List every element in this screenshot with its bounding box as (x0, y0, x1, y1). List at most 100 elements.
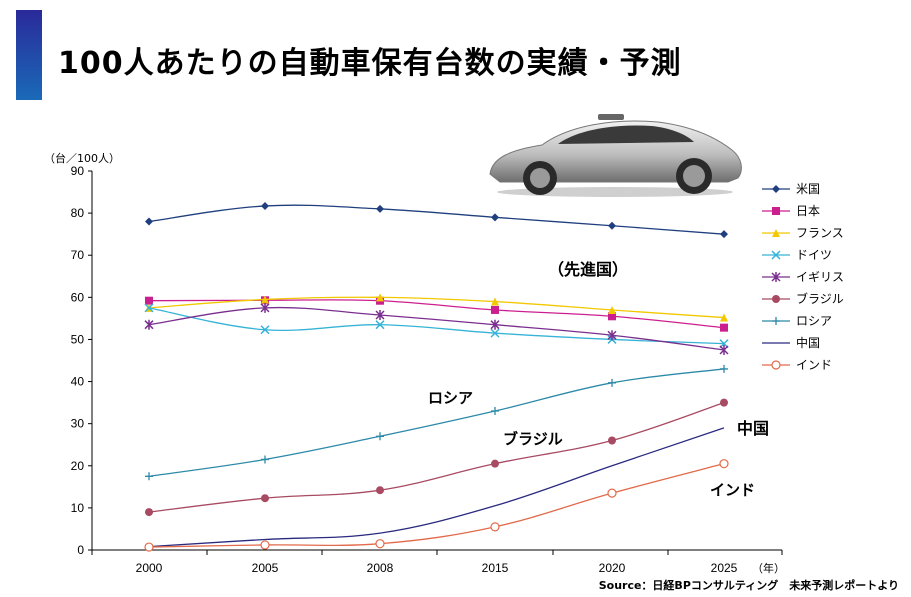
series-2 (145, 293, 728, 322)
series-6 (145, 364, 728, 481)
series-line (148, 463, 725, 548)
series-line (148, 306, 725, 351)
legend-marker (771, 272, 781, 282)
legend-label: ブラジル (796, 291, 844, 306)
legend-label: 日本 (796, 204, 820, 218)
legend-marker (771, 360, 781, 370)
data-point (261, 455, 269, 464)
data-point (491, 407, 499, 416)
y-tick-label: 50 (71, 332, 85, 346)
data-point (144, 319, 154, 330)
y-tick-label: 90 (71, 164, 85, 178)
data-point (720, 230, 728, 239)
series-4 (144, 302, 729, 355)
data-point (491, 459, 499, 468)
legend-label: フランス (796, 226, 844, 240)
legend-item: インド (762, 358, 832, 372)
data-point (260, 302, 270, 313)
car-illustration (489, 114, 742, 197)
data-point (145, 472, 153, 481)
series-line (148, 427, 725, 548)
data-point (260, 540, 270, 550)
data-point (490, 522, 500, 532)
legend-item: 米国 (762, 182, 820, 196)
legend-label: ドイツ (796, 248, 832, 262)
y-tick-label: 60 (71, 290, 85, 304)
data-point (607, 488, 617, 498)
y-axis-unit-label: （台／100人） (44, 151, 120, 165)
data-point (608, 378, 616, 387)
data-point (490, 319, 500, 330)
data-point (608, 221, 616, 230)
data-point (491, 297, 499, 306)
legend-item: 中国 (762, 335, 820, 350)
data-point (375, 320, 385, 330)
series-line (148, 307, 725, 345)
page-title: 100人あたりの自動車保有台数の実績・予測 (58, 46, 682, 81)
data-point (144, 303, 154, 313)
series-8 (144, 459, 729, 552)
annotation-label: 中国 (737, 419, 769, 438)
data-point (376, 204, 384, 213)
legend-marker (772, 317, 780, 325)
legend-item: フランス (762, 226, 844, 240)
x-tick-label: 2000 (136, 561, 163, 575)
series-0 (145, 201, 728, 239)
x-axis-unit-label: （年） (752, 561, 785, 575)
legend-label: インド (796, 358, 832, 372)
legend-item: イギリス (762, 270, 844, 284)
annotation-label: ブラジル (503, 430, 563, 448)
y-tick-label: 70 (71, 248, 85, 262)
data-point (720, 364, 728, 373)
data-point (144, 542, 154, 552)
data-point (719, 344, 729, 355)
legend-label: ロシア (796, 314, 832, 328)
data-point (607, 330, 617, 341)
y-tick-label: 20 (71, 459, 85, 473)
data-point (608, 436, 616, 445)
data-point (376, 293, 384, 302)
data-point (608, 305, 616, 314)
legend-marker (772, 207, 780, 215)
data-point (720, 313, 728, 322)
annotation-label: インド (710, 481, 755, 499)
legend-item: 日本 (762, 204, 820, 218)
data-point (491, 213, 499, 222)
x-tick-label: 2025 (711, 561, 738, 575)
y-tick-label: 30 (71, 417, 85, 431)
data-point (491, 305, 499, 314)
data-point (261, 295, 269, 304)
y-tick-label: 0 (77, 543, 84, 557)
legend-marker (772, 185, 780, 193)
title-accent-bar (16, 10, 42, 100)
data-point (375, 539, 385, 549)
series-line (148, 368, 725, 477)
x-tick-label: 2015 (482, 561, 509, 575)
data-point (608, 312, 616, 321)
chart-series (144, 201, 729, 552)
series-line (148, 299, 725, 329)
chart-axes: 0 10 20 30 40 50 60 70 80 90 2000 2005 2008 2015 2020 2… (44, 151, 785, 575)
y-tick-label: 80 (71, 206, 85, 220)
y-tick-label: 10 (71, 501, 85, 515)
series-line (148, 204, 725, 235)
series-line (148, 296, 725, 319)
y-tick-label: 40 (71, 375, 85, 389)
legend-marker (772, 229, 780, 237)
data-point (719, 459, 729, 469)
annotation-label: （先進国） (548, 260, 628, 279)
legend-marker (772, 295, 780, 303)
legend-label: 米国 (796, 182, 820, 196)
x-tick-label: 2020 (599, 561, 626, 575)
series-5 (145, 398, 728, 517)
source-note: Source：日経BPコンサルティング 未来予測レポートより (598, 579, 899, 592)
series-line (148, 401, 725, 513)
x-tick-label: 2008 (367, 561, 394, 575)
data-point (261, 494, 269, 503)
data-point (375, 310, 385, 321)
data-point (720, 323, 728, 332)
data-point (260, 325, 270, 335)
data-point (376, 432, 384, 441)
